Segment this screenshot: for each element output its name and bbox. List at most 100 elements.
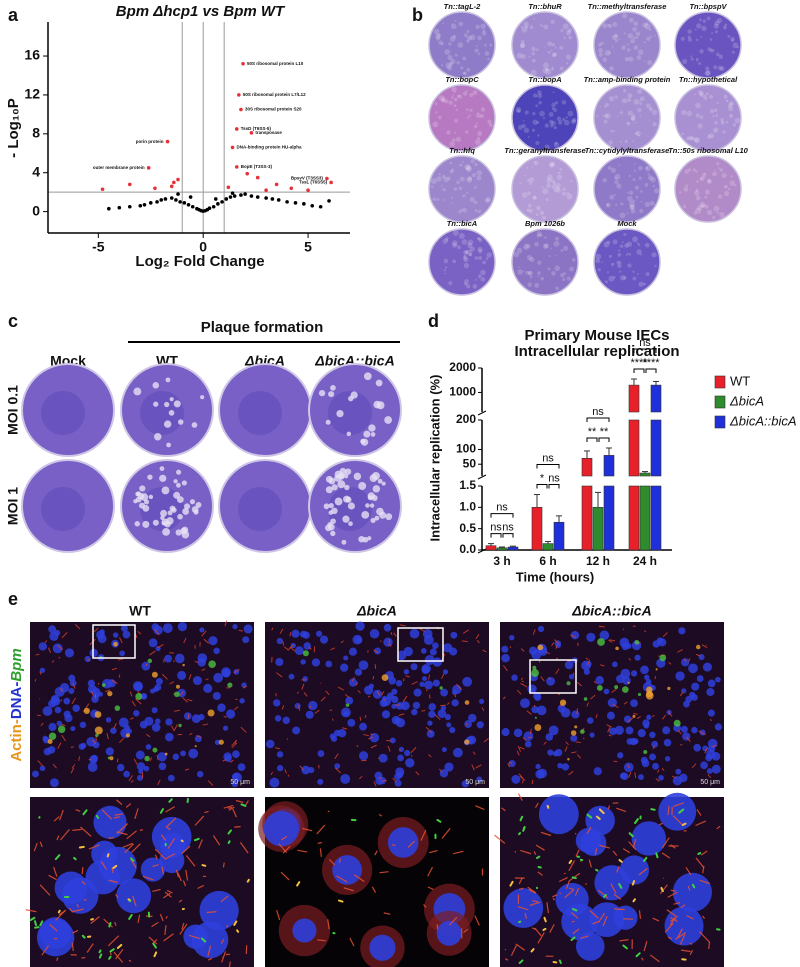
bacteria	[622, 686, 629, 693]
point-label: 50S ribosomal protein L10	[247, 61, 304, 66]
bar	[581, 485, 593, 551]
nucleus	[292, 726, 301, 735]
plate-texture	[452, 229, 459, 236]
actin	[276, 909, 281, 921]
plate-texture	[553, 108, 557, 112]
plaque	[148, 494, 154, 500]
nucleus	[593, 767, 602, 776]
point-label: TssL (T6SS5)	[299, 180, 328, 185]
nucleus	[117, 763, 125, 772]
actin	[76, 903, 79, 908]
plate-texture	[636, 88, 643, 95]
actin	[510, 945, 517, 956]
plate-texture	[730, 36, 735, 42]
nucleus	[679, 773, 688, 783]
nucleus	[606, 711, 615, 720]
plate-texture	[518, 266, 520, 268]
actin	[619, 939, 629, 942]
nucleus	[599, 630, 610, 641]
nucleus	[680, 725, 688, 733]
plate-texture	[456, 245, 461, 250]
nucleus	[439, 769, 449, 778]
plate-texture	[469, 254, 472, 257]
plate-texture	[621, 98, 628, 104]
actin	[679, 934, 686, 945]
plate-texture	[520, 54, 526, 60]
plate-texture	[645, 166, 649, 170]
plate-texture	[712, 171, 717, 177]
plate-texture	[605, 202, 611, 208]
actin	[475, 764, 482, 769]
bacteria	[542, 927, 547, 932]
actin	[113, 722, 117, 729]
plate-texture	[562, 278, 566, 282]
bacteria	[522, 826, 526, 832]
plate-texture	[544, 236, 547, 239]
plate-texture	[687, 168, 692, 172]
plate-texture	[452, 93, 455, 96]
plate-texture	[485, 196, 492, 203]
nucleus	[630, 699, 638, 708]
actin	[207, 780, 214, 786]
plate-texture	[626, 48, 631, 52]
plate-texture	[526, 166, 529, 170]
plate-texture	[645, 22, 649, 25]
nucleus	[527, 684, 537, 694]
actin	[207, 957, 213, 961]
actin	[381, 691, 385, 696]
plate-texture	[560, 272, 565, 278]
plate-texture	[695, 38, 699, 42]
plate-texture	[734, 184, 737, 187]
plaque	[159, 466, 165, 471]
plate-texture	[709, 38, 713, 41]
actin	[675, 932, 687, 940]
plate-texture	[438, 173, 441, 176]
plate-texture	[465, 166, 472, 172]
nucleus	[645, 678, 652, 685]
actin	[616, 807, 627, 813]
actin	[35, 653, 40, 656]
actin	[585, 657, 589, 661]
plate-texture	[454, 131, 457, 134]
actin	[388, 639, 391, 644]
plate-texture	[683, 187, 689, 192]
plaque	[367, 536, 372, 541]
bacteria	[439, 686, 443, 690]
plate-texture	[705, 66, 710, 71]
nucleus	[180, 750, 187, 757]
plaque	[361, 510, 370, 519]
actin	[572, 928, 580, 935]
bacteria	[615, 646, 619, 651]
y-tick-label: 2000	[449, 360, 476, 374]
plate-texture	[537, 134, 540, 137]
actin	[370, 733, 374, 736]
nucleus	[378, 753, 388, 763]
plate-texture	[478, 255, 483, 261]
significance-label: ****	[630, 357, 648, 369]
nucleus	[617, 752, 624, 759]
plate-texture	[688, 135, 694, 141]
actin	[689, 949, 693, 956]
plate-texture	[525, 270, 529, 275]
y-tick-label: 50	[463, 456, 477, 470]
plate-texture	[645, 165, 651, 172]
y-axis-label: Intracellular replication (%)	[427, 375, 442, 542]
plate-texture	[469, 196, 475, 203]
nucleus	[345, 696, 354, 705]
nucleus	[92, 687, 101, 696]
bar	[485, 545, 497, 551]
point-label: BpsvV (T3SS3)	[291, 176, 324, 181]
actin	[271, 627, 274, 631]
plate-label: Tn::bpspV	[689, 2, 727, 11]
plate-texture	[720, 118, 724, 122]
nucleus	[301, 765, 311, 775]
plate-texture	[632, 113, 636, 117]
actin	[543, 741, 547, 745]
plate-texture	[529, 25, 534, 30]
bar	[650, 419, 662, 477]
plate-texture	[526, 243, 531, 249]
bacteria	[83, 707, 90, 714]
nucleus	[441, 747, 447, 753]
plaque	[169, 397, 174, 402]
plate-texture	[489, 43, 493, 47]
